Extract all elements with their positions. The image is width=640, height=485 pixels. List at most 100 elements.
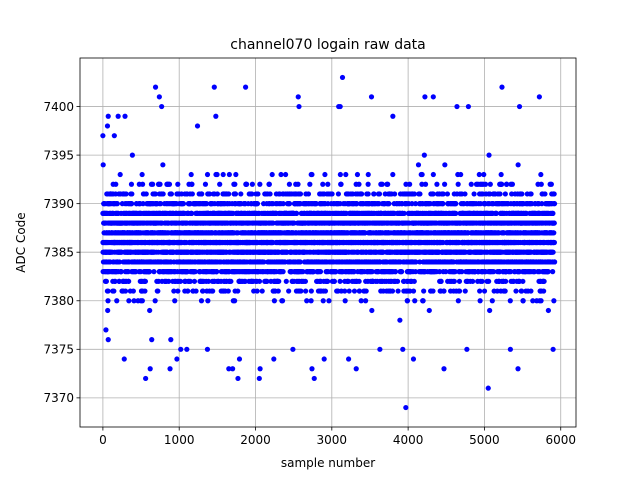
data-point — [226, 288, 231, 293]
data-point — [366, 172, 371, 177]
data-point — [337, 279, 342, 284]
data-point — [359, 191, 364, 196]
data-point — [445, 191, 450, 196]
data-point — [113, 182, 118, 187]
data-point — [407, 182, 412, 187]
data-point — [452, 279, 457, 284]
data-point — [453, 201, 458, 206]
data-point — [160, 162, 165, 167]
data-point — [366, 182, 371, 187]
data-point — [286, 288, 291, 293]
data-point — [280, 269, 285, 274]
data-point — [405, 298, 410, 303]
data-point — [215, 191, 220, 196]
data-point — [399, 269, 404, 274]
data-point — [457, 288, 462, 293]
data-point — [416, 162, 421, 167]
data-point — [371, 191, 376, 196]
data-point — [215, 172, 220, 177]
data-point — [283, 172, 288, 177]
data-point — [232, 182, 237, 187]
data-point — [144, 191, 149, 196]
data-point — [386, 201, 391, 206]
data-point — [332, 279, 337, 284]
data-point — [395, 288, 400, 293]
data-point — [105, 298, 110, 303]
data-point — [221, 172, 226, 177]
data-point — [352, 288, 357, 293]
data-point — [260, 288, 265, 293]
data-point — [115, 201, 120, 206]
data-point — [392, 191, 397, 196]
data-point — [233, 172, 238, 177]
data-point — [129, 182, 134, 187]
data-point — [257, 182, 262, 187]
data-point — [270, 172, 275, 177]
data-point — [276, 279, 281, 284]
data-point — [244, 182, 249, 187]
data-point — [329, 191, 334, 196]
data-point — [126, 279, 131, 284]
data-point — [390, 288, 395, 293]
data-point — [309, 298, 314, 303]
data-point — [123, 288, 128, 293]
data-point — [453, 211, 458, 216]
data-point — [147, 308, 152, 313]
data-point — [380, 182, 385, 187]
data-point — [105, 288, 110, 293]
data-point — [181, 201, 186, 206]
data-point — [325, 182, 330, 187]
data-point — [470, 279, 475, 284]
data-point — [255, 201, 260, 206]
data-point — [172, 298, 177, 303]
data-point — [363, 298, 368, 303]
data-point — [357, 279, 362, 284]
data-point — [233, 191, 238, 196]
data-point — [140, 298, 145, 303]
data-point — [434, 182, 439, 187]
data-point — [284, 279, 289, 284]
data-point — [323, 288, 328, 293]
data-point — [226, 191, 231, 196]
data-point — [278, 172, 283, 177]
data-point — [287, 201, 292, 206]
data-point — [306, 191, 311, 196]
data-point — [412, 298, 417, 303]
data-point — [431, 191, 436, 196]
data-point — [298, 191, 303, 196]
data-point — [124, 191, 129, 196]
data-point — [276, 288, 281, 293]
data-point — [205, 172, 210, 177]
data-point — [205, 298, 210, 303]
data-point — [442, 182, 447, 187]
data-point — [421, 298, 426, 303]
data-point — [480, 279, 485, 284]
data-point — [217, 182, 222, 187]
data-point — [210, 288, 215, 293]
data-point — [232, 298, 237, 303]
data-point — [364, 288, 369, 293]
data-point — [369, 308, 374, 313]
data-point — [357, 288, 362, 293]
data-point — [326, 298, 331, 303]
data-point — [377, 191, 382, 196]
data-point — [338, 172, 343, 177]
data-point — [469, 182, 474, 187]
data-point — [318, 269, 323, 274]
data-point — [199, 191, 204, 196]
data-point — [155, 288, 160, 293]
data-point — [440, 201, 445, 206]
data-point — [189, 182, 194, 187]
data-point — [118, 172, 123, 177]
data-point — [412, 279, 417, 284]
data-point — [359, 298, 364, 303]
data-point — [320, 182, 325, 187]
data-point — [105, 308, 110, 313]
data-point — [167, 182, 172, 187]
data-point — [472, 191, 477, 196]
data-point — [303, 279, 308, 284]
data-point — [427, 308, 432, 313]
data-point — [325, 279, 330, 284]
